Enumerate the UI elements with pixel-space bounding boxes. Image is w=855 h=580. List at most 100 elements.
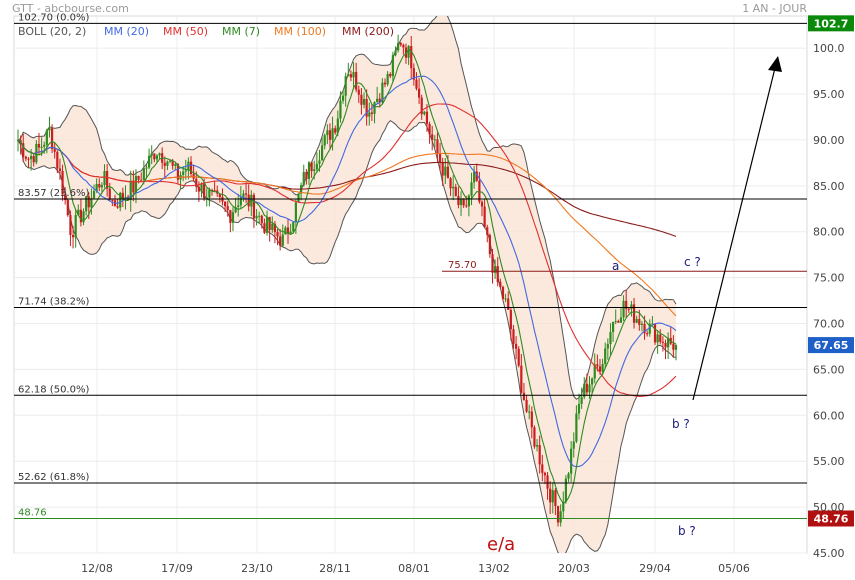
candle-body: [630, 304, 633, 310]
candle-body: [627, 308, 630, 310]
annotation-label: c ?: [684, 255, 701, 269]
candle-body: [646, 333, 649, 335]
candle-body: [577, 403, 581, 414]
candle-body: [533, 427, 536, 447]
candle-body: [496, 266, 499, 283]
ma-50-line: [17, 103, 677, 397]
candle-body: [137, 175, 140, 180]
candle-body: [61, 170, 64, 195]
bollinger-bands: [17, 16, 677, 553]
candle-body: [129, 180, 132, 201]
candle-body: [24, 156, 27, 159]
candle-body: [381, 82, 384, 103]
candle-body: [210, 189, 214, 191]
candle-body: [244, 193, 248, 195]
candle-body: [279, 236, 282, 246]
annotation-label: b ?: [678, 524, 696, 538]
y-tick-label: 45.00: [813, 547, 845, 560]
candle-body: [391, 55, 394, 77]
bollinger-upper: [17, 16, 677, 400]
candle-body: [263, 223, 266, 233]
candle-body: [352, 71, 355, 78]
candle-body: [386, 73, 389, 85]
candle-body: [530, 411, 533, 428]
candle-body: [580, 397, 583, 404]
candle-body: [56, 151, 59, 169]
candle-body: [145, 167, 148, 169]
candle-body: [370, 112, 374, 114]
y-tick-label: 75.00: [813, 272, 845, 285]
candle-body: [522, 392, 526, 400]
candle-body: [58, 168, 62, 171]
level-label: 102.70 (0.0%): [18, 12, 89, 23]
candle-body: [478, 180, 481, 202]
candle-body: [318, 160, 321, 164]
candle-body: [507, 298, 510, 310]
candle-body: [625, 300, 628, 309]
candle-body: [585, 383, 588, 393]
level-label: 52.62 (61.8%): [18, 472, 89, 483]
level-label: 62.18 (50.0%): [18, 384, 89, 395]
candle-body: [617, 321, 620, 323]
legend-entry: BOLL (20, 2): [18, 25, 86, 38]
candle-body: [399, 42, 402, 45]
price-badge: [808, 510, 854, 527]
candle-body: [640, 323, 644, 325]
candle-body: [420, 97, 423, 115]
candle-body: [98, 183, 101, 188]
projection-arrow-line: [692, 63, 777, 401]
annotation-label: b ?: [672, 417, 690, 431]
candle-body: [543, 472, 547, 476]
candle-body: [570, 448, 573, 474]
candle-body: [71, 234, 75, 238]
candle-body: [302, 171, 305, 186]
candle-body: [546, 475, 549, 489]
candle-body: [234, 207, 237, 213]
candle-body: [609, 331, 612, 345]
candle-body: [255, 215, 258, 219]
y-tick-label: 65.00: [813, 363, 845, 376]
candle-body: [459, 199, 463, 205]
candle-body: [672, 343, 675, 350]
candle-body: [349, 74, 353, 78]
candle-body: [667, 338, 670, 348]
candle-body: [284, 227, 287, 235]
candle-body: [383, 82, 387, 85]
legend-entry: MM (20): [104, 25, 149, 38]
candle-body: [297, 193, 300, 203]
candle-body: [268, 216, 271, 230]
candle-body: [197, 186, 200, 192]
candle-body: [402, 44, 405, 48]
candle-body: [632, 304, 636, 323]
candle-body: [336, 118, 339, 133]
candle-body: [176, 164, 180, 180]
candle-body: [203, 183, 206, 199]
candle-body: [410, 46, 413, 69]
y-tick-label: 90.00: [813, 134, 845, 147]
candle-body: [258, 215, 261, 217]
candle-body: [535, 445, 539, 447]
candle-body: [452, 186, 455, 189]
candle-body: [588, 384, 591, 393]
candle-body: [239, 197, 242, 206]
candle-body: [549, 488, 552, 503]
candle-body: [37, 143, 41, 148]
candle-body: [446, 166, 450, 179]
candle-body: [174, 164, 177, 166]
candle-body: [635, 318, 638, 323]
candle-body: [486, 227, 489, 235]
price-badge: [808, 15, 854, 32]
candle-body: [231, 212, 235, 223]
candle-body: [205, 197, 208, 199]
candle-body: [43, 144, 46, 147]
x-tick-label: 13/02: [478, 562, 510, 575]
y-tick-label: 60.00: [813, 409, 845, 422]
candle-body: [389, 73, 392, 77]
level-label: 71.74 (38.2%): [18, 297, 89, 308]
candle-body: [378, 98, 381, 103]
candle-body: [64, 194, 67, 200]
candle-body: [66, 199, 69, 216]
candle-body: [467, 195, 471, 207]
candle-body: [441, 162, 444, 176]
candle-body: [119, 192, 122, 208]
